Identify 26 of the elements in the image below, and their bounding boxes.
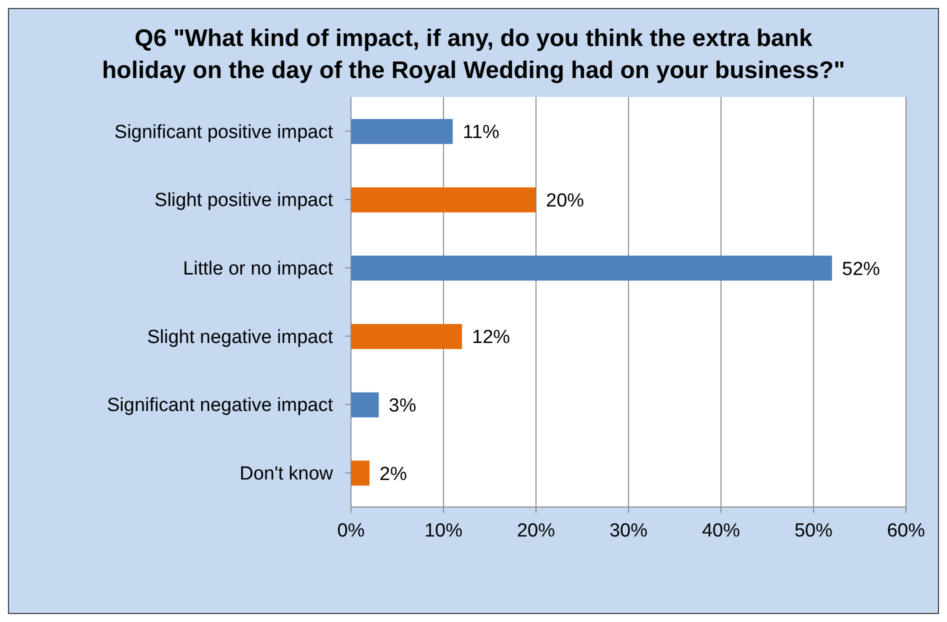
data-label: 3% <box>388 396 416 417</box>
bar <box>351 324 462 349</box>
data-label: 12% <box>472 327 510 348</box>
y-tick-label: Little or no impact <box>183 258 334 280</box>
data-label: 2% <box>380 464 408 485</box>
bar <box>351 119 453 144</box>
y-tick-label: Don't know <box>240 464 334 485</box>
x-tick-label: 0% <box>337 520 365 542</box>
data-label: 20% <box>546 190 584 212</box>
y-tick-label: Significant positive impact <box>114 122 334 143</box>
y-tick-label: Slight negative impact <box>147 326 334 348</box>
x-tick-label: 60% <box>886 520 926 542</box>
bar <box>351 256 832 281</box>
x-tick-label: 20% <box>516 520 556 542</box>
bar <box>351 392 379 418</box>
x-tick-label: 30% <box>609 520 648 542</box>
x-tick-label: 50% <box>794 520 833 542</box>
y-tick-label: Significant negative impact <box>106 395 334 416</box>
chart-title: Q6 "What kind of impact, if any, do you think the extra bank holiday on the day of the Royal Wedding had on your business?" <box>101 24 846 86</box>
bar <box>351 460 370 486</box>
y-tick-label: Slight positive impact <box>154 190 334 212</box>
x-tick-label: 10% <box>424 520 463 542</box>
x-tick-label: 40% <box>702 520 740 542</box>
data-label: 52% <box>842 258 880 280</box>
data-label: 11% <box>462 122 500 144</box>
bar <box>351 187 536 212</box>
